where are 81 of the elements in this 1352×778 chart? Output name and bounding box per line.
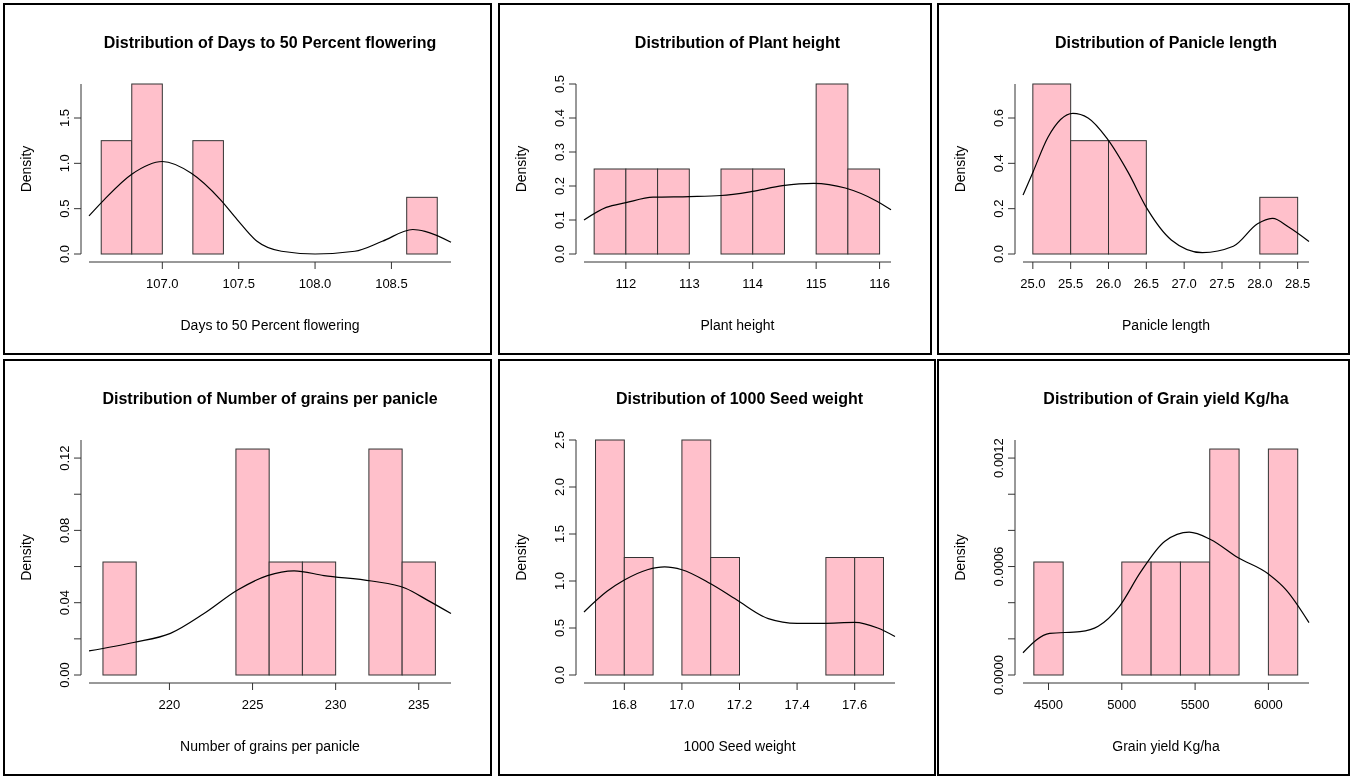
y-tick-label: 0.5 (552, 74, 567, 94)
y-axis-title: Density (952, 145, 968, 193)
y-tick-label: 0.6 (991, 108, 1006, 128)
y-tick-label: 0.0 (57, 244, 72, 264)
y-tick-label: 0.3 (552, 142, 567, 162)
chart-title: Distribution of Grain yield Kg/ha (1043, 390, 1289, 407)
x-tick-label: 27.0 (1171, 276, 1197, 291)
y-tick-label: 2.5 (552, 430, 567, 450)
x-axis-title: Grain yield Kg/ha (1112, 738, 1220, 754)
x-tick-label: 115 (805, 276, 827, 291)
chart-title: Distribution of Days to 50 Percent flowering (103, 34, 437, 51)
y-tick-label: 0.0 (991, 244, 1006, 264)
y-tick-label: 1.0 (57, 154, 72, 173)
x-tick-label: 116 (869, 276, 890, 291)
x-tick-label: 6000 (1253, 697, 1283, 712)
x-tick-label: 107.0 (146, 276, 179, 291)
y-tick-label: 0.00 (57, 662, 72, 688)
x-tick-label: 17.0 (669, 697, 695, 712)
x-tick-label: 225 (241, 697, 264, 712)
chart-title: Distribution of Plant height (634, 34, 841, 51)
y-tick-label: 0.4 (991, 154, 1006, 173)
x-tick-label: 5500 (1180, 697, 1210, 712)
y-tick-label: 0.2 (991, 199, 1006, 218)
y-tick-label: 0.0 (552, 244, 567, 264)
x-axis-title: Days to 50 Percent flowering (180, 317, 360, 333)
line-series (583, 566, 896, 638)
x-tick-label: 114 (742, 276, 764, 291)
x-tick-label: 17.6 (842, 697, 868, 712)
y-tick-label: 0.2 (552, 176, 567, 196)
y-tick-label: 0.04 (57, 590, 72, 616)
y-tick-label: 0.5 (57, 199, 72, 218)
x-axis-title: Number of grains per panicle (180, 738, 361, 754)
chart-title: Distribution of 1000 Seed weight (615, 390, 864, 407)
y-tick-label: 0.5 (552, 618, 567, 638)
y-tick-label: 1.5 (552, 524, 567, 544)
x-tick-label: 235 (407, 697, 430, 712)
y-tick-label: 0.12 (57, 445, 72, 471)
line-series (583, 182, 892, 221)
y-tick-label: 1.5 (57, 108, 72, 128)
chart-title: Distribution of Number of grains per panicle (102, 390, 438, 407)
y-axis-title: Density (513, 145, 529, 193)
line-series (88, 160, 452, 255)
x-tick-label: 107.5 (222, 276, 255, 291)
y-axis-title: Density (18, 145, 34, 193)
y-tick-label: 2.0 (552, 477, 567, 497)
y-tick-label: 0.4 (552, 108, 567, 128)
x-axis-title: Panicle length (1122, 317, 1210, 333)
line-series (1022, 531, 1310, 654)
x-tick-label: 28.5 (1284, 276, 1311, 291)
y-tick-label: 0.0000 (991, 655, 1006, 695)
x-tick-label: 108.5 (375, 276, 408, 291)
x-tick-label: 26.0 (1095, 276, 1122, 291)
y-axis-title: Density (952, 534, 968, 581)
y-tick-label: 0.0012 (991, 438, 1006, 478)
x-tick-label: 16.8 (611, 697, 637, 712)
y-axis-title: Density (18, 534, 34, 581)
x-tick-label: 25.5 (1058, 276, 1084, 291)
x-tick-label: 108.0 (298, 276, 332, 291)
y-axis-title: Density (513, 534, 529, 581)
x-tick-label: 17.4 (784, 697, 810, 712)
x-tick-label: 4500 (1034, 697, 1063, 712)
x-tick-label: 25.0 (1020, 276, 1046, 291)
y-tick-label: 0.0006 (991, 546, 1006, 587)
y-tick-label: 0.08 (57, 517, 72, 544)
x-tick-label: 113 (678, 276, 700, 291)
x-tick-label: 17.2 (726, 697, 753, 712)
x-tick-label: 230 (324, 697, 347, 712)
line-series (88, 570, 452, 652)
y-tick-label: 0.1 (552, 210, 567, 230)
x-tick-label: 28.0 (1247, 276, 1273, 291)
x-tick-label: 5000 (1107, 697, 1137, 712)
y-tick-label: 0.0 (552, 665, 567, 685)
x-tick-label: 26.5 (1133, 276, 1159, 291)
line-series (1022, 112, 1310, 254)
x-tick-label: 220 (158, 697, 181, 712)
x-tick-label: 112 (615, 276, 637, 291)
x-tick-label: 27.5 (1209, 276, 1235, 291)
x-axis-title: 1000 Seed weight (683, 738, 796, 754)
chart-title: Distribution of Panicle length (1054, 34, 1278, 51)
y-tick-label: 1.0 (552, 571, 567, 591)
x-axis-title: Plant height (700, 317, 775, 333)
